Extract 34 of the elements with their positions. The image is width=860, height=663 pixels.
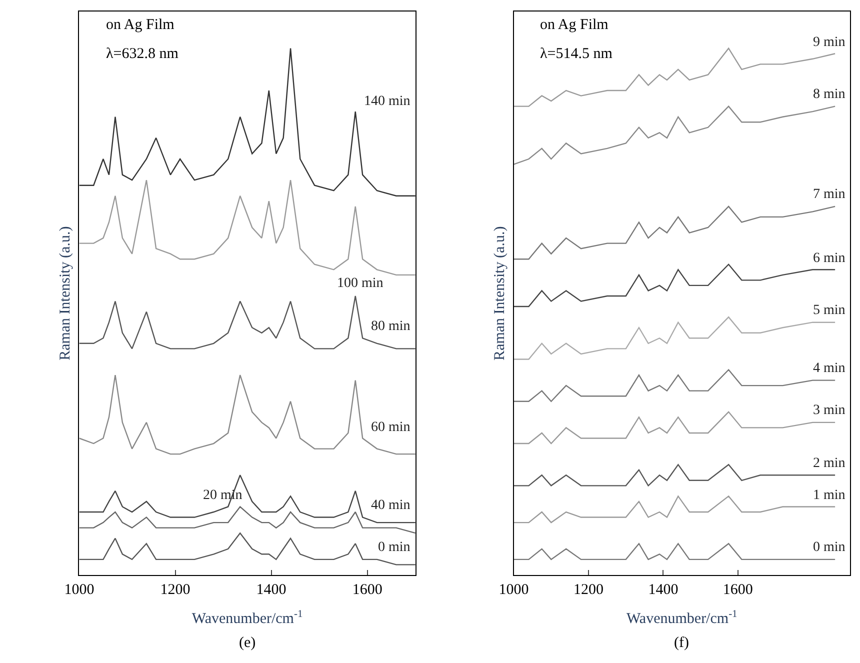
text: on Ag Film xyxy=(540,17,609,33)
series-label: 8 min xyxy=(813,87,846,102)
x-axis-title: Wavenumber/cm$^{-1}$ xyxy=(626,608,738,628)
text: on Ag Film xyxy=(106,17,175,33)
series-label: 9 min xyxy=(813,35,846,50)
series-label: 7 min xyxy=(813,187,846,202)
series-label: 0 min xyxy=(378,540,410,555)
annotation: λ=514.5 nm xyxy=(540,46,613,62)
series-label: 3 min xyxy=(813,403,846,418)
x-tick-label: 1400 xyxy=(256,582,286,598)
series-label: 1 min xyxy=(813,488,846,503)
x-tick-label: 1200 xyxy=(574,582,604,598)
series-label: 80 min xyxy=(371,319,410,334)
series-label: 6 min xyxy=(813,251,846,266)
text: (e) xyxy=(239,635,256,651)
series-label: 0 min xyxy=(813,540,846,555)
series-label: 5 min xyxy=(813,303,846,318)
series-label: 100 min xyxy=(337,276,384,291)
series-label: 40 min xyxy=(371,498,410,513)
series-label: 4 min xyxy=(813,361,846,376)
x-tick-label: 1600 xyxy=(722,582,753,598)
x-tick-label: 1600 xyxy=(352,582,382,598)
annotation: λ=632.8 nm xyxy=(106,46,179,62)
x-tick-label: 1000 xyxy=(498,582,529,598)
y-axis-title: Raman Intensity (a.u.) xyxy=(57,226,74,360)
series-label: 140 min xyxy=(364,94,410,109)
text: (f) xyxy=(674,635,689,651)
y-axis-title: Raman Intensity (a.u.) xyxy=(492,226,508,360)
x-axis-title: Wavenumber/cm$^{-1}$ xyxy=(192,608,303,628)
x-tick-label: 1400 xyxy=(648,582,678,598)
series-label: 2 min xyxy=(813,456,846,471)
x-tick-label: 1200 xyxy=(160,582,190,598)
x-tick-label: 1000 xyxy=(64,582,94,598)
series-label: 60 min xyxy=(371,420,410,435)
